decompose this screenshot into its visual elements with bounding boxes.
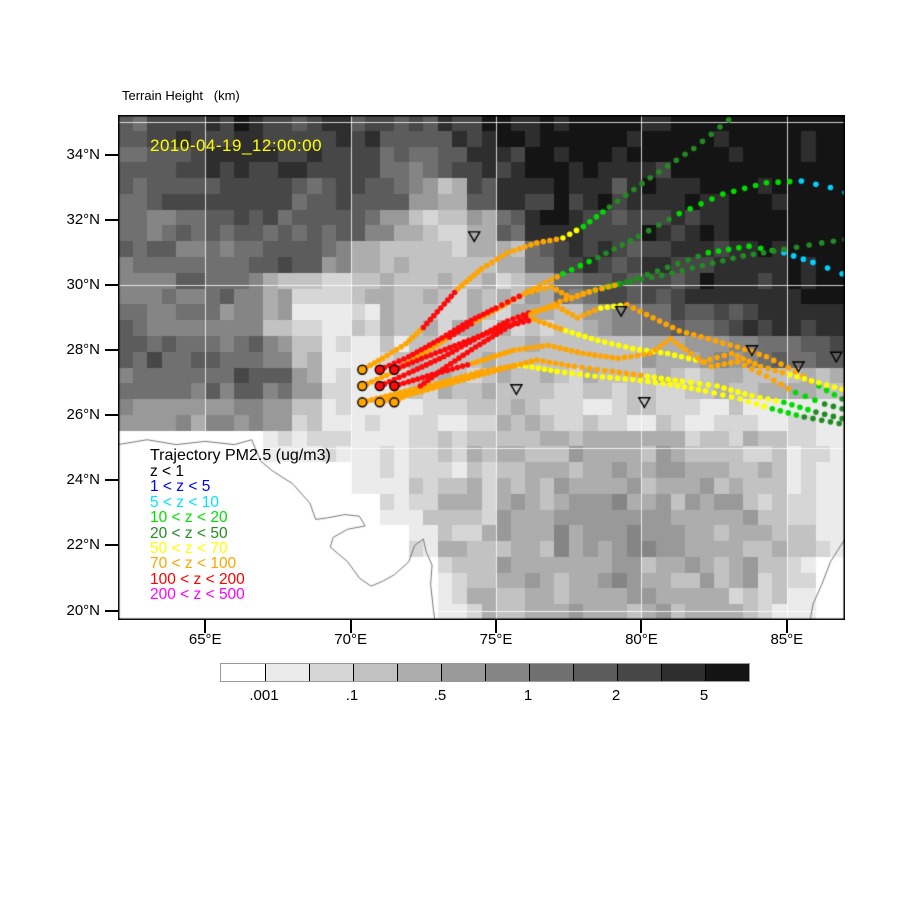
colorbar-tick-label: 5 [699,687,709,704]
colorbar-box [397,664,441,681]
colorbar-tick-label: .001 [249,687,279,704]
lat-tick-label: 22°N [66,536,100,554]
legend-item: 10 < z < 20 [150,509,228,527]
lat-tick-label: 26°N [66,406,100,424]
colorbar-box [309,664,353,681]
colorbar-box [529,664,573,681]
page-title: Terrain Height (km) [122,88,240,103]
lon-tick [640,620,643,633]
legend-item: 50 < z < 70 [150,540,228,558]
lon-tick [495,620,498,633]
lon-tick-label: 80°E [625,631,658,648]
lat-tick [105,219,118,222]
lat-tick [105,284,118,287]
lon-tick [204,620,207,633]
colorbar-box [265,664,309,681]
lat-tick [105,349,118,352]
map-canvas [118,115,845,620]
colorbar-tick-label: .5 [433,687,447,704]
legend-item: 100 < z < 200 [150,570,245,588]
colorbar-tick-label: 2 [611,687,621,704]
lat-tick-label: 32°N [66,211,100,229]
colorbar-box [661,664,705,681]
lat-tick [105,544,118,547]
timestamp-label: 2010-04-19_12:00:00 [150,136,323,155]
legend-item: z < 1 [150,463,185,480]
colorbar-tick-label: 1 [523,687,533,704]
lon-tick-label: 85°E [770,631,804,648]
lat-tick-label: 20°N [66,601,100,619]
legend-item: 200 < z < 500 [150,586,245,604]
lat-tick [105,414,118,417]
lon-tick-label: 65°E [188,631,222,648]
colorbar-tick-label: .1 [345,687,359,704]
colorbar-box [617,664,661,681]
lon-tick-label: 70°E [334,631,367,648]
colorbar-box [573,664,617,681]
lat-tick [105,154,118,157]
colorbar-box [221,664,265,681]
colorbar-box [353,664,397,681]
terrain-colorbar [220,663,750,682]
lat-tick-label: 30°N [66,276,100,294]
legend-title: Trajectory PM2.5 (ug/m3) [150,447,331,464]
lat-tick-label: 34°N [66,146,100,164]
colorbar-box [705,664,749,681]
lon-tick [349,620,352,633]
colorbar-box [485,664,529,681]
legend-item: 20 < z < 50 [150,524,228,542]
lat-tick-label: 24°N [66,471,100,489]
lat-tick [105,479,118,482]
lon-tick [785,620,788,633]
legend-item: 1 < z < 5 [150,478,211,496]
legend-item: 5 < z < 10 [150,493,219,511]
lat-tick [105,609,118,612]
lon-tick-label: 75°E [479,631,513,648]
legend-item: 70 < z < 100 [150,555,237,573]
colorbar-box [441,664,485,681]
lat-tick-label: 28°N [66,341,100,359]
